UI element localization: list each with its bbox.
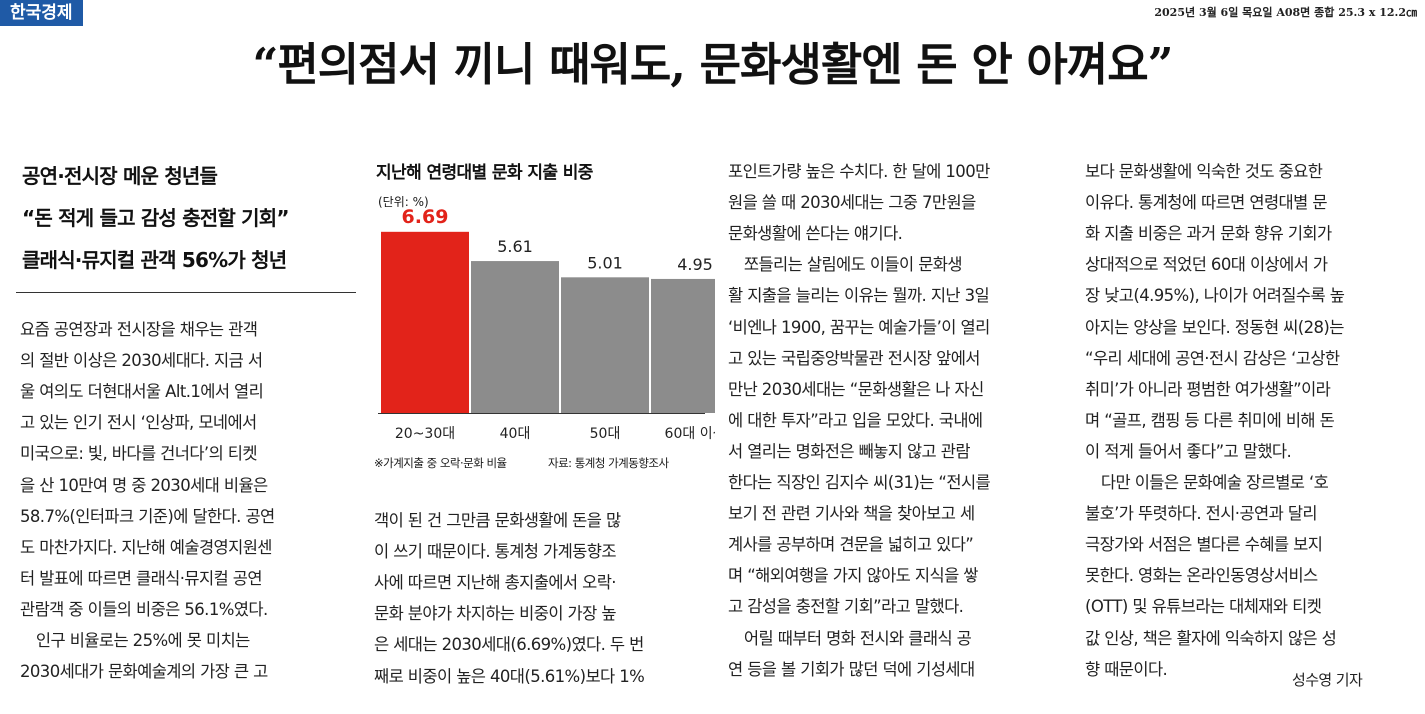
category-label-1: 40대	[500, 426, 531, 442]
article-line: 은 세대는 2030세대(6.69%)였다. 두 번	[374, 635, 644, 655]
article-line: 서 열리는 명화전은 빼놓지 않고 관람	[728, 441, 971, 461]
article-line: 연 등을 볼 기회가 많던 덕에 기성세대	[728, 659, 975, 679]
article-line: 보다 문화생활에 익숙한 것도 중요한	[1085, 162, 1323, 181]
bar-2	[561, 277, 649, 413]
subhead-3: 클래식·뮤지컬 관객 56%가 청년	[22, 248, 287, 272]
article-line: 의 절반 이상은 2030세대다. 지금 서	[20, 351, 263, 371]
article-line: 이유다. 통계청에 따르면 연령대별 문	[1085, 193, 1328, 213]
article-line: 취미’가 아니라 평범한 여가생활”이라	[1085, 379, 1331, 399]
article-line: 울 여의도 더현대서울 Alt.1에서 열리	[20, 382, 264, 402]
article-line: 에 대한 투자”라고 입을 모았다. 국내에	[728, 410, 983, 430]
article-line: 상대적으로 적었던 60대 이상에서 가	[1085, 255, 1328, 275]
article-line: 며 “골프, 캠핑 등 다른 취미에 비해 돈	[1085, 410, 1335, 430]
article-line: 쪼들리는 살림에도 이들이 문화생	[728, 255, 963, 275]
bar-value-label-1: 5.61	[497, 237, 533, 256]
chart-title: 지난해 연령대별 문화 지출 비중	[376, 163, 593, 183]
article-line: 향 때문이다.	[1085, 659, 1168, 679]
article-line: (OTT) 및 유튜브라는 대체재와 티켓	[1085, 597, 1322, 617]
subhead-1: 공연·전시장 메운 청년들	[22, 164, 218, 188]
article-line: 장 낮고(4.95%), 나이가 어려질수록 높	[1085, 286, 1345, 306]
article-line: ‘비엔나 1900, 꿈꾸는 예술가들’이 열리	[728, 317, 990, 337]
article-line: 2030세대가 문화예술계의 가장 큰 고	[20, 662, 268, 682]
article-line: 아지는 양상을 보인다. 정동현 씨(28)는	[1085, 317, 1344, 337]
article-line: “우리 세대에 공연·전시 감상은 ‘고상한	[1085, 348, 1340, 368]
article-line: 고 감성을 충전할 기회”라고 말했다.	[728, 597, 964, 617]
chart-plot: 6.69 20~30대 5.61 40대 5.01 50대 4.95 60대 이상	[378, 206, 715, 442]
article-line: 극장가와 서점은 별다른 수혜를 보지	[1085, 535, 1323, 555]
article-line: 사에 따르면 지난해 총지출에서 오락·	[374, 573, 617, 593]
article-line: 값 인상, 책은 활자에 익숙하지 않은 성	[1085, 628, 1337, 648]
article-line: 한다는 직장인 김지수 씨(31)는 “전시를	[728, 473, 991, 492]
article-line: 문화생활에 쓴다는 얘기다.	[728, 224, 903, 244]
bar-3	[651, 278, 715, 413]
article-line: 미국으로: 빛, 바다를 건너다’의 티켓	[20, 444, 258, 464]
category-label-2: 50대	[590, 426, 621, 442]
article-line: 보기 전 관련 기사와 책을 찾아보고 세	[728, 504, 975, 524]
bar-chart: 지난해 연령대별 문화 지출 비중 (단위: %) 6.69 20~30대 5.61…	[370, 150, 715, 490]
newspaper-logo: 한국경제	[0, 0, 83, 26]
article-line: 58.7%(인터파크 기준)에 달한다. 공연	[20, 506, 275, 526]
article-line: 원을 쓸 때 2030세대는 그중 7만원을	[728, 193, 976, 213]
article-line: 이 쓰기 때문이다. 통계청 가계동향조	[374, 542, 617, 562]
category-label-3: 60대 이상	[665, 426, 715, 442]
article-line: 고 있는 국립중앙박물관 전시장 앞에서	[728, 348, 980, 368]
chart-unit: (단위: %)	[378, 195, 429, 209]
subhead-rule	[16, 292, 356, 293]
article-line: 어릴 때부터 명화 전시와 클래식 공	[728, 628, 972, 648]
article-line: 다만 이들은 문화예술 장르별로 ‘호	[1085, 473, 1329, 492]
article-line: 포인트가량 높은 수치다. 한 달에 100만	[728, 162, 990, 181]
article-line: 관람객 중 이들의 비중은 56.1%였다.	[20, 599, 268, 619]
bar-value-label-2: 5.01	[587, 253, 623, 272]
article-line: 객이 된 건 그만큼 문화생활에 돈을 많	[374, 511, 621, 530]
article-line: 터 발표에 따르면 클래식·뮤지컬 공연	[20, 568, 263, 588]
article-line: 째로 비중이 높은 40대(5.61%)보다 1%	[374, 666, 645, 686]
subhead-2: “돈 적게 들고 감성 충전할 기회”	[22, 206, 290, 230]
article-line: 도 마찬가지다. 지난해 예술경영지원센	[20, 537, 272, 557]
article-line: 계사를 공부하며 견문을 넓히고 있다”	[728, 535, 974, 555]
article-line: 며 “해외여행을 가지 않아도 지식을 쌓	[728, 566, 978, 586]
category-label-0: 20~30대	[395, 426, 455, 442]
headline: “편의점서 끼니 때워도, 문화생활엔 돈 안 아껴요”	[252, 38, 1173, 91]
article-line: 문화 분야가 차지하는 비중이 가장 높	[374, 604, 617, 624]
article-line: 불호’가 뚜렷하다. 전시·공연과 달리	[1085, 504, 1318, 524]
bar-1	[471, 261, 559, 413]
chart-note: ※가계지출 중 오락·문화 비율	[374, 456, 507, 470]
bar-value-label-3: 4.95	[677, 255, 713, 274]
bar-0	[381, 231, 469, 413]
article-line: 을 산 10만여 명 중 2030세대 비율은	[20, 475, 268, 495]
article-line: 만난 2030세대는 “문화생활은 나 자신	[728, 379, 984, 399]
article-line: 이 적게 들어서 좋다”고 말했다.	[1085, 441, 1292, 461]
article-line: 화 지출 비중은 과거 문화 향유 기회가	[1085, 224, 1332, 244]
edition-info: 2025년 3월 6일 목요일 A08면 종합 25.3 x 12.2㎝	[1154, 6, 1417, 19]
article-line: 고 있는 인기 전시 ‘인상파, 모네에서	[20, 413, 257, 433]
article-line: 활 지출을 늘리는 이유는 뭘까. 지난 3일	[728, 286, 990, 306]
chart-source: 자료: 통계청 가계동향조사	[548, 456, 669, 470]
article-line: 요즘 공연장과 전시장을 채우는 관객	[20, 320, 258, 339]
bar-value-label-0: 6.69	[402, 206, 449, 228]
byline: 성수영 기자	[1292, 671, 1363, 689]
article-line: 인구 비율로는 25%에 못 미치는	[20, 631, 250, 650]
article-line: 못한다. 영화는 온라인동영상서비스	[1085, 566, 1318, 586]
